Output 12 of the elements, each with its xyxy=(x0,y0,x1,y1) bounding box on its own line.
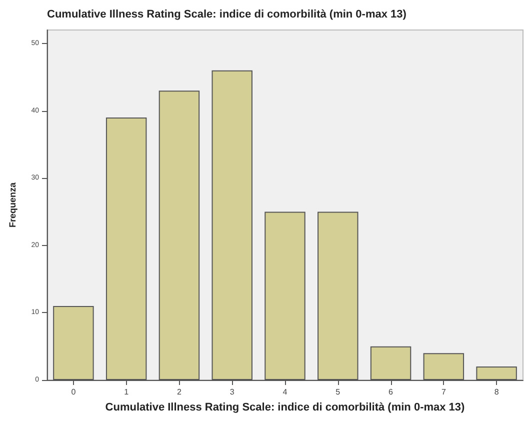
y-axis-title: Frequenza xyxy=(8,182,18,228)
x-tick-label: 5 xyxy=(336,388,341,396)
x-axis-title: Cumulative Illness Rating Scale: indice di comorbilità (min 0-max 13) xyxy=(105,402,466,414)
x-tick-label: 1 xyxy=(124,388,130,396)
x-tick-label: 6 xyxy=(388,388,394,396)
x-tick-label: 0 xyxy=(71,388,76,396)
x-tick-label: 7 xyxy=(441,388,446,396)
chart-title: Cumulative Illness Rating Scale: indice di comorbilità (min 0-max 13) xyxy=(47,8,407,20)
x-tick-label: 4 xyxy=(282,388,288,396)
x-tick-label: 2 xyxy=(176,388,182,396)
x-tick-label: 3 xyxy=(230,388,235,396)
x-tick-label: 8 xyxy=(494,388,500,396)
